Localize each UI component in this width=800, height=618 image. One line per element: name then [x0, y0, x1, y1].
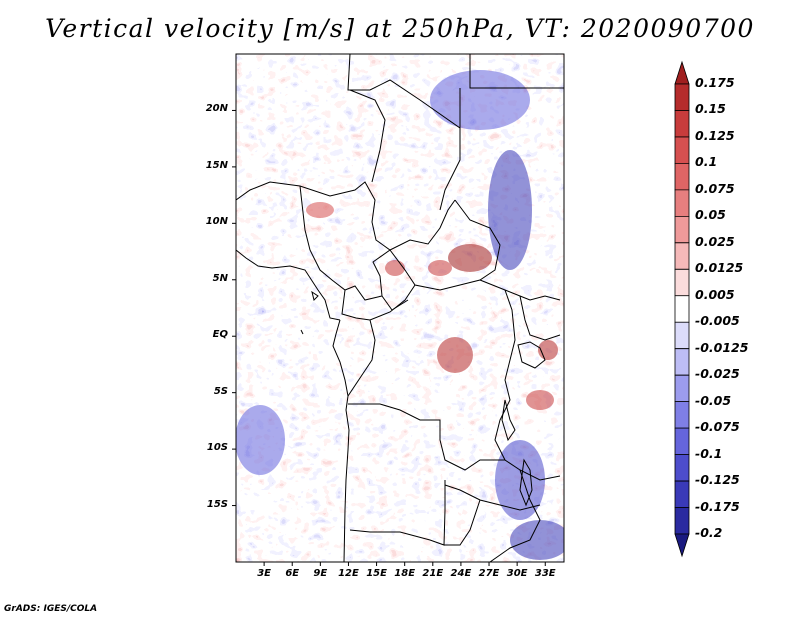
- colorbar-swatch: [674, 60, 690, 85]
- colorbar-label: 0.025: [695, 233, 735, 249]
- colorbar-label: -0.1: [695, 445, 723, 461]
- lon-tick-label: 3E: [257, 568, 271, 579]
- lat-tick-label: 10S: [206, 442, 228, 454]
- colorbar-swatch: [674, 189, 690, 217]
- colorbar-swatch: [674, 163, 690, 191]
- colorbar-swatch: [674, 454, 690, 482]
- colorbar-swatch: [674, 507, 690, 535]
- colorbar-label: 0.05: [695, 207, 726, 223]
- colorbar-label: -0.025: [695, 366, 740, 382]
- grads-credit: GrADS: IGES/COLA: [4, 604, 98, 614]
- colorbar-swatch: [674, 427, 690, 455]
- map-frame: [235, 53, 565, 563]
- lat-tick-label: 5S: [213, 385, 228, 397]
- convective-patches: [236, 70, 564, 560]
- lon-tick-label: 30E: [506, 568, 528, 579]
- lat-tick-label: 15N: [205, 159, 228, 171]
- colorbar-swatch: [674, 533, 690, 558]
- lat-tick-label: EQ: [212, 329, 228, 341]
- chart-title: Vertical velocity [m/s] at 250hPa, VT: 2…: [45, 14, 755, 43]
- colorbar-swatch: [674, 295, 690, 323]
- colorbar-label: 0.005: [695, 286, 735, 302]
- colorbar-label: -0.175: [695, 498, 740, 514]
- colorbar-label: 0.15: [695, 101, 726, 117]
- lon-tick-label: 9E: [313, 568, 328, 579]
- colorbar-label: -0.075: [695, 419, 740, 435]
- colorbar-swatch: [674, 242, 690, 270]
- lat-tick-label: 10N: [205, 216, 228, 228]
- lon-tick-label: 12E: [338, 568, 359, 579]
- colorbar-swatch: [674, 321, 690, 350]
- colorbar-label: 0.175: [695, 75, 735, 90]
- axis-ticks: [232, 109, 546, 566]
- lat-tick-label: 15S: [206, 498, 228, 510]
- colorbar-swatch: [674, 268, 690, 297]
- colorbar-label: 0.125: [695, 127, 735, 143]
- colorbar-swatch: [674, 401, 690, 429]
- country-borders: [236, 54, 564, 562]
- colorbar-swatch: [674, 480, 690, 508]
- lon-tick-label: 18E: [394, 568, 416, 579]
- colorbar-swatch: [674, 374, 690, 403]
- colorbar-label: -0.005: [695, 313, 740, 329]
- colorbar-swatch: [674, 215, 690, 244]
- lon-tick-label: 27E: [478, 568, 500, 579]
- colorbar-label: 0.1: [695, 154, 718, 170]
- lat-tick-label: 5N: [212, 272, 228, 284]
- lon-tick-label: 21E: [422, 568, 444, 579]
- lon-tick-label: 33E: [534, 568, 556, 579]
- colorbar-swatch: [674, 348, 690, 376]
- colorbar-swatch: [674, 136, 690, 164]
- colorbar: [674, 60, 690, 558]
- lon-tick-label: 24E: [450, 568, 472, 579]
- colorbar-label: -0.0125: [695, 339, 749, 355]
- lat-tick-label: 20N: [205, 103, 228, 115]
- colorbar-label: 0.0125: [695, 260, 744, 276]
- colorbar-label: 0.075: [695, 180, 735, 196]
- lon-tick-label: 15E: [366, 568, 387, 579]
- colorbar-swatch: [674, 110, 690, 138]
- colorbar-label: -0.05: [695, 392, 732, 408]
- colorbar-label: -0.2: [695, 525, 723, 540]
- lon-tick-label: 6E: [285, 568, 300, 579]
- colorbar-label: -0.125: [695, 472, 740, 488]
- velocity-field: [236, 54, 564, 562]
- colorbar-swatch: [674, 83, 690, 111]
